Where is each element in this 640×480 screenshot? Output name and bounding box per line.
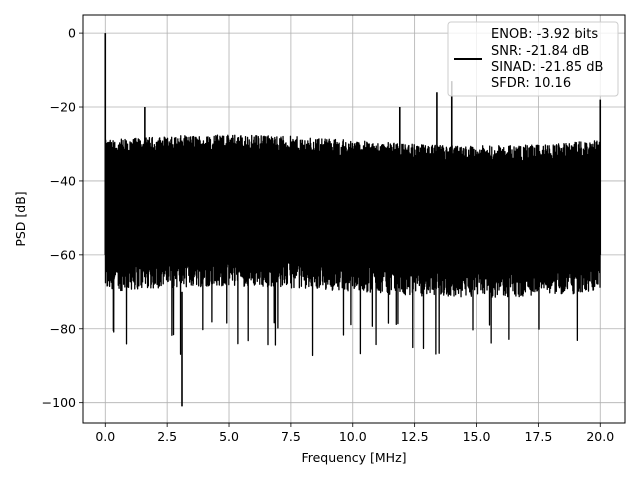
x-tick-label: 20.0 [586,429,614,444]
x-axis-ticks: 0.0 2.5 5.0 7.5 10.0 12.5 15.0 17.5 20.0 [95,423,614,444]
legend-entry-snr: SNR: -21.84 dB [491,44,589,59]
y-tick-label: −80 [50,321,76,336]
y-tick-label: −100 [42,395,76,410]
legend-box [447,21,619,97]
y-axis-ticks: 0 −20 −40 −60 −80 −100 [42,26,83,410]
legend-entry-sfdr: SFDR: 10.16 [491,76,571,91]
x-tick-label: 17.5 [524,429,552,444]
legend-entry-enob: ENOB: -3.92 bits [491,27,598,42]
legend-entry-sinad: SINAD: -21.85 dB [491,60,603,75]
x-tick-label: 15.0 [463,429,491,444]
y-axis-label: PSD [dB] [13,191,28,246]
legend: ENOB: -3.92 bits SNR: -21.84 dB SINAD: -… [447,21,619,97]
x-tick-label: 10.0 [339,429,367,444]
x-axis-label: Frequency [MHz] [301,450,406,465]
x-tick-label: 12.5 [401,429,429,444]
psd-trace [104,134,601,357]
x-tick-label: 0.0 [95,429,115,444]
series-psd [104,33,602,407]
x-tick-label: 2.5 [157,429,177,444]
x-tick-label: 5.0 [219,429,239,444]
y-tick-label: −20 [50,100,76,115]
y-tick-label: 0 [68,26,76,41]
x-tick-label: 7.5 [281,429,301,444]
y-tick-label: −40 [50,173,76,188]
y-tick-label: −60 [50,247,76,262]
plot-frame [82,14,626,424]
